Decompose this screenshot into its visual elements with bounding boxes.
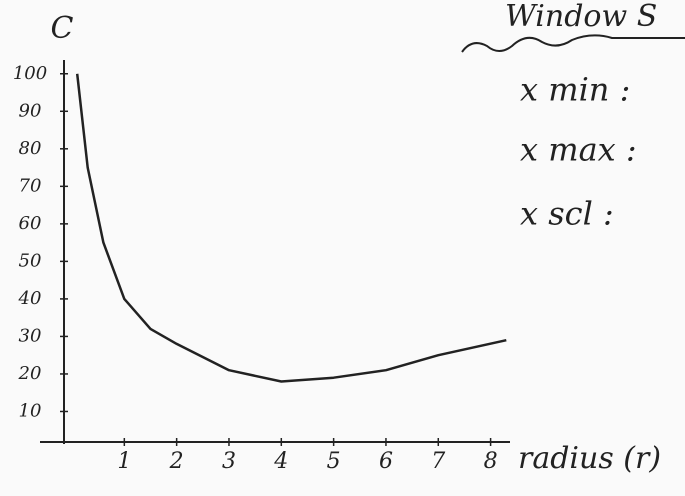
annotation: Window S [505, 0, 657, 34]
chart: C radius (r) Window S x min : x max : x … [0, 0, 685, 496]
x-tick-label: 8 [484, 449, 498, 474]
y-axis-label: C [51, 11, 74, 46]
y-tick-label: 40 [18, 288, 42, 309]
x-tick-label: 2 [169, 449, 184, 474]
x-tick-label: 1 [117, 449, 131, 474]
x-tick-label: 4 [273, 449, 288, 474]
y-tick-label: 50 [19, 250, 42, 271]
y-tick-label: 60 [19, 213, 42, 234]
y-tick-label: 90 [19, 100, 42, 121]
x-tick-label: 7 [431, 449, 445, 474]
y-tick-label: 70 [19, 175, 42, 196]
y-tick-label: 30 [19, 325, 42, 346]
y-tick-label: 80 [19, 138, 42, 159]
annotation: x min : [520, 71, 630, 109]
annotation: x max : [520, 131, 637, 169]
y-tick-label: 10 [19, 400, 42, 421]
y-tick-label: 20 [18, 363, 42, 384]
annotation: x scl : [520, 195, 614, 233]
x-tick-label: 6 [379, 449, 393, 474]
x-tick-label: 5 [327, 449, 341, 474]
y-tick-label: 100 [13, 63, 47, 84]
x-tick-label: 3 [222, 449, 236, 474]
x-axis-label: radius (r) [518, 441, 661, 476]
